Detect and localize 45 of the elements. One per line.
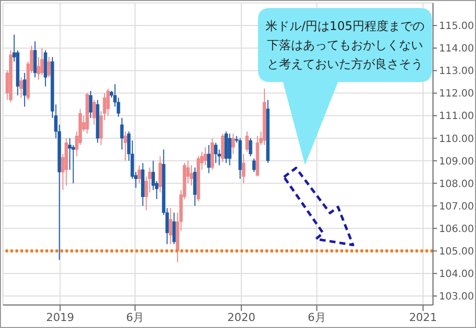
candlestick	[22, 72, 26, 108]
y-tick-label: 110.00	[439, 134, 474, 145]
candlestick	[120, 117, 124, 150]
candlestick	[138, 164, 142, 184]
candlestick	[207, 144, 211, 174]
y-tick-label: 103.00	[439, 292, 474, 303]
candlestick	[231, 133, 235, 154]
x-tick-label: 2021	[409, 310, 438, 324]
candlestick	[88, 90, 92, 118]
x-tick-label: 6月	[308, 310, 326, 324]
x-tick-label: 2020	[227, 310, 256, 324]
candlestick	[40, 48, 44, 76]
candlestick	[204, 146, 208, 166]
y-tick-label: 113.00	[439, 66, 474, 78]
candlestick	[19, 76, 23, 98]
candlestick	[172, 212, 176, 245]
y-tick-label: 111.00	[439, 111, 474, 122]
annotation: 米ドル/円は105円程度までの下落はあってもおかしくないと考えておいた方が良さそう	[264, 18, 426, 73]
candlestick	[248, 138, 252, 157]
y-tick-label: 108.00	[439, 178, 474, 190]
y-tick-label: 114.00	[439, 44, 474, 55]
y-tick-label: 104.00	[439, 269, 474, 280]
candlestick	[221, 133, 224, 162]
candlestick	[193, 167, 197, 206]
y-tick-label: 109.00	[439, 156, 474, 168]
candlestick	[214, 142, 218, 164]
candlestick	[33, 40, 37, 78]
y-tick-label: 106.00	[439, 224, 474, 235]
x-tick-label: 2019	[46, 310, 74, 324]
candlestick	[92, 99, 96, 126]
candlestick	[245, 130, 249, 152]
y-tick-label: 115.00	[439, 21, 474, 32]
y-tick-label: 105.00	[439, 246, 474, 258]
candlestick	[47, 56, 51, 78]
candlestick	[252, 158, 256, 173]
candlestick	[124, 130, 128, 162]
candlestick	[158, 156, 162, 193]
candlestick	[106, 88, 110, 116]
y-tick-label: 112.00	[439, 88, 474, 100]
y-tick-label: 107.00	[439, 201, 474, 212]
x-tick-label: 6月	[126, 310, 144, 324]
candlestick	[190, 164, 194, 186]
candlestick	[168, 208, 172, 245]
candlestick	[242, 154, 246, 184]
candlestick	[228, 133, 232, 166]
